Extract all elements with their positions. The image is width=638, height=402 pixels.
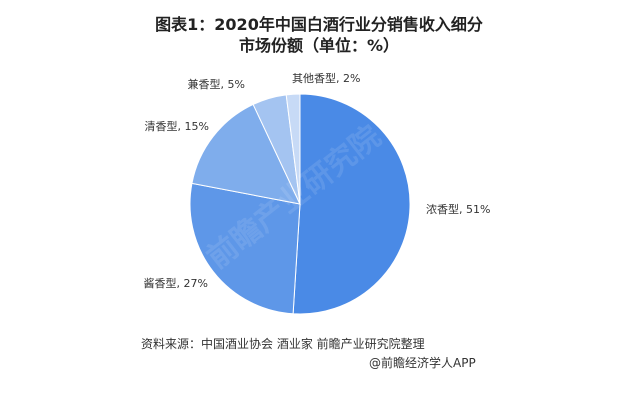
pie-slice-3 bbox=[191, 103, 301, 205]
pie-slices bbox=[189, 93, 411, 315]
pie-slice-5 bbox=[285, 93, 301, 205]
pie-slice-1 bbox=[292, 93, 411, 315]
slice-label-2: 酱香型, 27% bbox=[144, 276, 208, 290]
chart-title: 图表1：2020年中国白酒行业分销售收入细分 市场份额（单位：%） bbox=[0, 14, 638, 56]
slice-label-5: 其他香型, 2% bbox=[292, 71, 360, 85]
chart-title-line-2: 市场份额（单位：%） bbox=[238, 36, 400, 55]
chart-title-line-1: 图表1：2020年中国白酒行业分销售收入细分 bbox=[155, 15, 483, 34]
credit-note: @前瞻经济学人APP bbox=[369, 356, 476, 370]
source-note: 资料来源：中国酒业协会 酒业家 前瞻产业研究院整理 bbox=[141, 337, 425, 351]
pie-slice-2 bbox=[189, 182, 301, 315]
slice-label-3: 清香型, 15% bbox=[145, 119, 209, 133]
slice-label-1: 浓香型, 51% bbox=[426, 202, 490, 216]
slice-label-4: 兼香型, 5% bbox=[188, 77, 245, 91]
pie-labels: 浓香型, 51% 酱香型, 27% 清香型, 15% 兼香型, 5% 其他香型, 2% bbox=[144, 71, 491, 290]
